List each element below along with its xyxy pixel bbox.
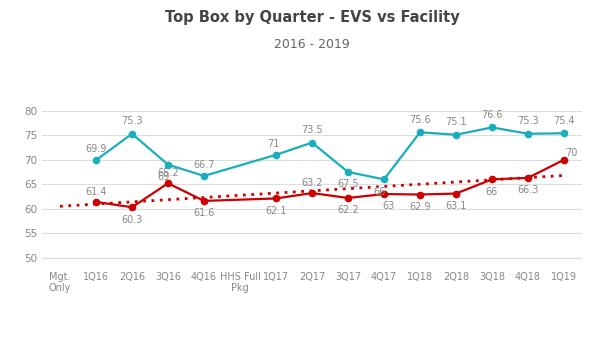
Text: 65.2: 65.2	[157, 168, 179, 178]
Text: 69: 69	[158, 172, 170, 182]
Text: 63: 63	[382, 201, 394, 211]
Text: 66.3: 66.3	[517, 185, 539, 195]
Text: 66: 66	[486, 187, 498, 197]
Text: 75.1: 75.1	[445, 117, 467, 127]
Text: 75.3: 75.3	[517, 116, 539, 126]
Legend: Facility, EVS, Linear EVS: Facility, EVS, Linear EVS	[189, 338, 435, 343]
Text: 62.1: 62.1	[265, 206, 287, 216]
Text: 61.6: 61.6	[193, 208, 215, 218]
Text: 71: 71	[267, 139, 280, 149]
Text: 75.6: 75.6	[409, 115, 431, 125]
Text: 76.6: 76.6	[481, 110, 503, 120]
Text: 75.4: 75.4	[553, 116, 575, 126]
Text: 69.9: 69.9	[85, 144, 107, 154]
Text: 75.3: 75.3	[121, 116, 143, 126]
Text: 70: 70	[565, 147, 577, 157]
Text: 62.2: 62.2	[337, 205, 359, 215]
Text: 62.9: 62.9	[409, 202, 431, 212]
Text: 63.1: 63.1	[445, 201, 467, 211]
Text: Top Box by Quarter - EVS vs Facility: Top Box by Quarter - EVS vs Facility	[164, 10, 460, 25]
Text: 67.5: 67.5	[337, 179, 359, 189]
Text: 66: 66	[374, 187, 386, 197]
Text: 73.5: 73.5	[301, 125, 323, 135]
Text: 2016 - 2019: 2016 - 2019	[274, 38, 350, 51]
Text: 66.7: 66.7	[193, 159, 215, 169]
Text: 61.4: 61.4	[85, 187, 107, 197]
Text: 63.2: 63.2	[301, 178, 323, 188]
Text: 60.3: 60.3	[121, 215, 143, 225]
